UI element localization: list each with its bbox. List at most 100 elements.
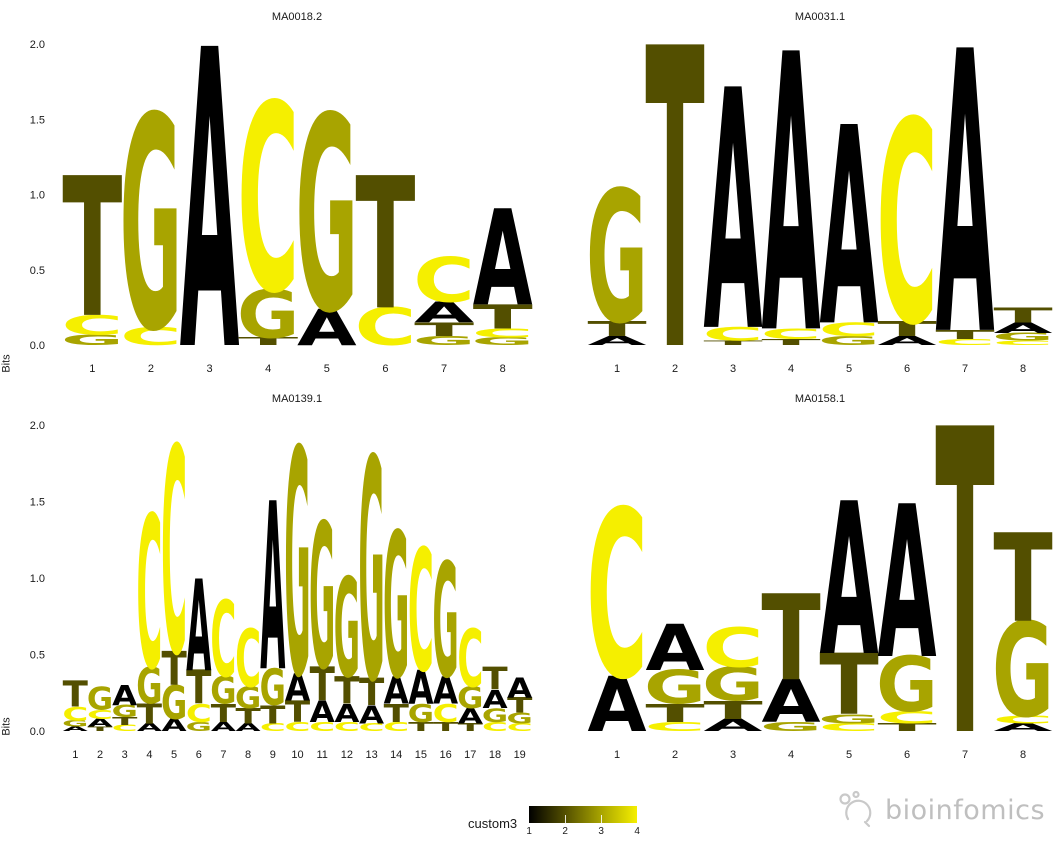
logo-letter-C: C (507, 722, 533, 734)
logo-letter-T: T (761, 337, 820, 347)
logo-letter-A: A (87, 717, 113, 729)
logo-letter-C: C (309, 720, 335, 735)
x-tick-label: 7 (220, 749, 226, 761)
x-tick-label: 12 (341, 749, 353, 761)
x-tick-label: 5 (324, 363, 330, 375)
logo-letter-T: T (355, 139, 415, 350)
logo-letter-T: T (433, 719, 458, 734)
logo-letter-T: T (761, 571, 820, 707)
logo-letter-T: T (63, 673, 88, 715)
logo-letter-G: G (818, 712, 880, 727)
x-tick-label: 3 (207, 363, 213, 375)
logo-letter-C: C (413, 245, 475, 316)
x-tick-label: 18 (489, 749, 501, 761)
y-tick-label: 0.5 (30, 650, 45, 662)
logo-letter-G: G (210, 670, 236, 713)
x-tick-label: 4 (146, 749, 152, 761)
logo-letter-A: A (334, 698, 360, 727)
logo-letter-C: C (457, 613, 483, 706)
x-tick-label: 14 (390, 749, 402, 761)
y-tick-label: 1.5 (30, 114, 45, 126)
x-tick-label: 8 (500, 363, 506, 375)
x-tick-label: 16 (439, 749, 451, 761)
logo-letter-G: G (644, 661, 706, 715)
logo-letter-A: A (645, 612, 704, 685)
bioinfomics-logo-icon (839, 790, 872, 828)
logo-letter-A: A (186, 553, 211, 700)
logo-letter-T: T (877, 721, 936, 733)
logo-letter-T: T (408, 719, 433, 734)
logo-letter-C: C (472, 326, 534, 340)
x-tick-label: 7 (962, 363, 968, 375)
logo-letter-G: G (260, 658, 286, 716)
logo-letter-A: A (359, 700, 385, 729)
logo-letter-G: G (237, 276, 299, 353)
x-tick-label: 5 (171, 749, 177, 761)
logo-letter-C: C (359, 722, 385, 734)
logo-letter-G: G (482, 705, 508, 727)
panel-title: MA0139.1 (271, 393, 323, 405)
logo-letter-C: C (210, 579, 236, 701)
logo-letter-G: G (358, 395, 384, 749)
logo-letter-G: G (760, 719, 822, 734)
logo-letter-T: T (993, 303, 1052, 327)
x-tick-label: 1 (72, 749, 78, 761)
y-tick-label: 2.0 (30, 420, 45, 432)
logo-letter-C: C (703, 616, 764, 680)
x-tick-label: 3 (730, 363, 736, 375)
x-tick-label: 11 (316, 749, 327, 761)
x-tick-label: 1 (89, 363, 95, 375)
logo-letter-C: C (935, 337, 996, 347)
logo-letter-T: T (384, 700, 410, 729)
x-tick-label: 15 (415, 749, 427, 761)
logo-letter-G: G (383, 492, 409, 724)
panel-title: MA0158.1 (794, 393, 846, 405)
logo-letter-A: A (703, 22, 762, 405)
logo-letter-T: T (935, 327, 995, 342)
y-tick-label: 0.0 (30, 340, 45, 352)
logo-letter-A: A (877, 463, 936, 706)
logo-letter-A: A (761, 0, 821, 419)
logo-letter-G: G (471, 336, 533, 348)
panel-title: MA0018.2 (271, 11, 323, 23)
logo-letter-A: A (137, 721, 163, 733)
logo-letter-A: A (310, 695, 335, 729)
logo-letter-C: C (645, 720, 706, 735)
x-tick-label: 7 (441, 363, 447, 375)
logo-letter-C: C (993, 339, 1054, 346)
logo-letter-C: C (761, 326, 822, 343)
logo-letter-A: A (433, 669, 459, 713)
y-tick-label: 0.5 (30, 265, 45, 277)
logo-letter-C: C (482, 720, 508, 735)
y-tick-label: 2.0 (30, 39, 45, 51)
logo-letter-T: T (507, 694, 533, 718)
logo-letter-T: T (62, 139, 122, 361)
logo-letter-A: A (819, 72, 878, 388)
logo-letter-G: G (702, 658, 764, 712)
x-tick-label: 1 (614, 363, 620, 375)
legend-title: custom3 (468, 815, 518, 831)
logo-letter-T: T (137, 698, 162, 730)
x-tick-label: 1 (614, 749, 620, 761)
x-tick-label: 8 (245, 749, 251, 761)
logo-letter-C: C (136, 473, 162, 717)
logo-letter-G: G (876, 641, 938, 729)
logo-letter-C: C (161, 389, 187, 719)
logo-letter-A: A (180, 0, 240, 442)
x-tick-label: 4 (788, 363, 794, 375)
logo-letter-G: G (112, 702, 138, 722)
legend-tick-label: 1 (526, 826, 532, 837)
colorbar-tick (601, 815, 603, 823)
logo-letter-G: G (284, 386, 310, 748)
x-tick-label: 4 (788, 749, 794, 761)
x-tick-label: 9 (270, 749, 276, 761)
logo-letter-G: G (296, 61, 358, 373)
x-tick-label: 7 (962, 749, 968, 761)
logo-letter-T: T (260, 701, 286, 730)
logo-letter-C: C (62, 703, 88, 725)
logo-letter-A: A (819, 460, 878, 703)
